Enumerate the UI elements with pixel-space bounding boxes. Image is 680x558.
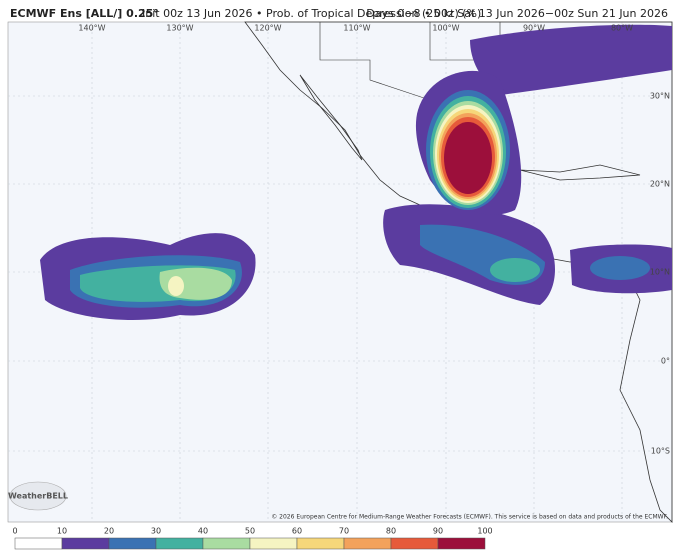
colorbar-label: 20 xyxy=(104,527,114,536)
mexico-30 xyxy=(490,258,540,282)
colorbar-bin xyxy=(202,537,251,550)
cuba xyxy=(519,164,641,181)
model-title: ECMWF Ens [ALL/] 0.25° xyxy=(10,7,159,20)
valid-title: Days 0−8 • 00z Sat 13 Jun 2026−00z Sun 2… xyxy=(366,7,668,20)
lat-label: 20°N xyxy=(650,180,670,189)
logo: WeatherBELL xyxy=(8,492,68,501)
colorbar-bin xyxy=(14,537,63,550)
colorbar-label: 50 xyxy=(245,527,255,536)
east-coast-10 xyxy=(470,24,672,95)
colorbar-bin xyxy=(249,537,298,550)
colorbar-label: 90 xyxy=(433,527,443,536)
colorbar-label: 100 xyxy=(477,527,492,536)
colorbar-label: 40 xyxy=(198,527,208,536)
gulf-of-california xyxy=(299,74,363,161)
colorbar-bin xyxy=(155,537,204,550)
lat-label: 10°S xyxy=(651,447,670,456)
gulf-90 xyxy=(444,122,492,194)
lon-label: 140°W xyxy=(78,24,105,33)
lat-labels: 30°N 20°N 10°N 0° 10°S xyxy=(650,92,670,456)
probability-fields xyxy=(40,24,672,320)
map: 140°W 130°W 120°W 110°W 100°W 90°W 80°W … xyxy=(7,21,673,523)
colorbar-label: 60 xyxy=(292,527,302,536)
lon-label: 120°W xyxy=(254,24,281,33)
colorbar-label: 30 xyxy=(151,527,161,536)
caribbean-20 xyxy=(590,256,650,280)
lon-label: 80°W xyxy=(611,24,633,33)
colorbar-label: 10 xyxy=(57,527,67,536)
lat-label: 0° xyxy=(661,357,670,366)
colorbar-bin xyxy=(390,537,439,550)
colorbar-bin xyxy=(437,537,486,550)
lon-label: 130°W xyxy=(166,24,193,33)
lon-labels: 140°W 130°W 120°W 110°W 100°W 90°W 80°W xyxy=(78,24,633,33)
colorbar-label: 80 xyxy=(386,527,396,536)
colorbar: 0 10 20 30 40 50 60 70 80 90 100 xyxy=(12,527,493,550)
lon-label: 100°W xyxy=(432,24,459,33)
init-title: Init 00z 13 Jun 2026 • Prob. of Tropical… xyxy=(142,7,481,20)
lat-label: 10°N xyxy=(650,268,670,277)
colorbar-bin xyxy=(108,537,157,550)
colorbar-bin xyxy=(296,537,345,550)
logo-badge xyxy=(9,481,67,511)
lat-label: 30°N xyxy=(650,92,670,101)
lon-label: 110°W xyxy=(343,24,370,33)
colorbar-bin xyxy=(61,537,110,550)
copyright: © 2026 European Centre for Medium-Range … xyxy=(271,514,668,521)
colorbar-bin xyxy=(343,537,392,550)
colorbar-label: 70 xyxy=(339,527,349,536)
pacific-50 xyxy=(168,276,184,296)
colorbar-label: 0 xyxy=(12,527,17,536)
lon-label: 90°W xyxy=(523,24,545,33)
